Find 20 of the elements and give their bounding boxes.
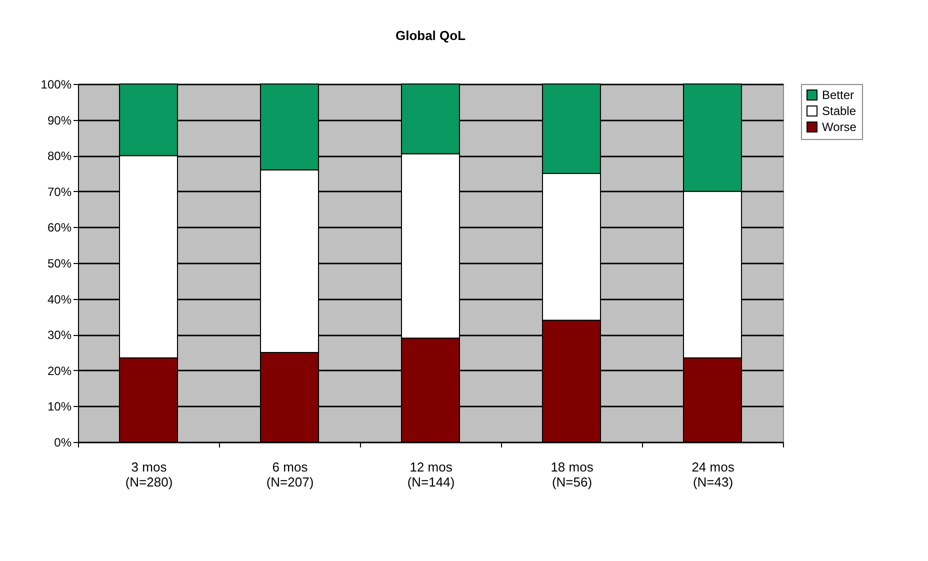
y-tick-label: 80% [47,149,72,164]
x-tick-label: 18 mos (N=56) [550,460,594,490]
y-tick-label: 20% [47,364,72,378]
legend-label: Better [822,88,854,102]
y-tick-label: 70% [47,184,72,199]
y-tick-label: 30% [47,328,72,342]
chart-title: Global QoL [395,28,466,43]
y-tick-label: 50% [47,256,72,270]
x-tick-label: 12 mos (N=144) [407,460,455,490]
x-tick-label: 6 mos (N=207) [266,460,314,490]
y-tick-label: 0% [54,436,72,450]
legend-label: Worse [822,120,857,134]
legend-label: Stable [822,104,856,118]
y-tick-label: 100% [40,78,72,92]
y-tick-label: 90% [47,113,72,128]
y-tick-label: 60% [47,220,72,235]
y-tick-label: 40% [47,292,72,306]
y-tick-label: 10% [47,400,72,414]
x-tick-label: 3 mos (N=280) [125,460,173,490]
x-tick-label: 24 mos (N=43) [692,460,735,490]
